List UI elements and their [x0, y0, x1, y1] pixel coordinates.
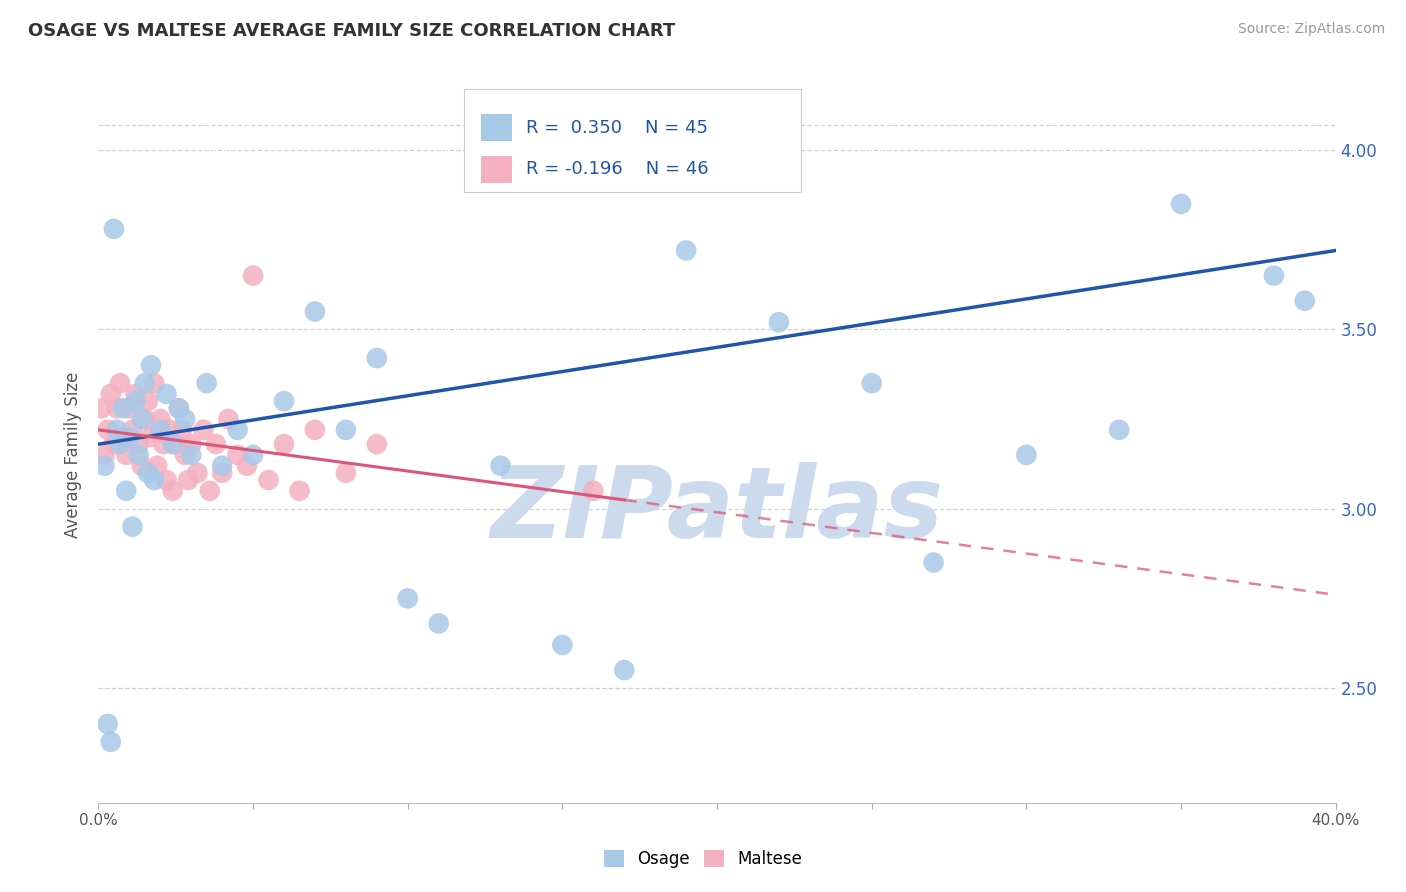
Point	[152, 437, 174, 451]
Point	[675, 244, 697, 258]
Point	[167, 401, 190, 416]
Text: OSAGE VS MALTESE AVERAGE FAMILY SIZE CORRELATION CHART: OSAGE VS MALTESE AVERAGE FAMILY SIZE COR…	[28, 22, 675, 40]
Point	[1015, 448, 1038, 462]
Point	[143, 473, 166, 487]
Point	[167, 401, 190, 416]
Point	[121, 519, 143, 533]
Text: Source: ZipAtlas.com: Source: ZipAtlas.com	[1237, 22, 1385, 37]
Point	[115, 483, 138, 498]
Point	[193, 423, 215, 437]
Point	[118, 430, 141, 444]
Point	[288, 483, 311, 498]
Point	[180, 448, 202, 462]
Point	[226, 423, 249, 437]
Point	[134, 412, 156, 426]
Point	[149, 423, 172, 437]
Point	[155, 473, 177, 487]
Point	[131, 458, 153, 473]
Point	[257, 473, 280, 487]
Point	[1170, 197, 1192, 211]
Point	[112, 430, 135, 444]
Point	[582, 483, 605, 498]
Point	[97, 717, 120, 731]
Point	[273, 394, 295, 409]
Point	[93, 458, 115, 473]
Point	[105, 423, 128, 437]
Point	[124, 394, 146, 409]
Point	[396, 591, 419, 606]
Point	[155, 387, 177, 401]
Point	[128, 437, 150, 451]
Point	[139, 430, 162, 444]
Point	[103, 437, 125, 451]
Point	[366, 437, 388, 451]
Point	[236, 458, 259, 473]
Point	[143, 376, 166, 391]
Point	[205, 437, 228, 451]
Point	[273, 437, 295, 451]
Point	[335, 466, 357, 480]
Point	[139, 358, 162, 372]
Point	[146, 458, 169, 473]
Point	[103, 222, 125, 236]
Point	[211, 466, 233, 480]
Point	[121, 423, 143, 437]
Point	[136, 394, 159, 409]
Point	[335, 423, 357, 437]
Point	[211, 458, 233, 473]
Point	[118, 401, 141, 416]
Point	[134, 376, 156, 391]
Point	[613, 663, 636, 677]
Point	[128, 448, 150, 462]
Point	[195, 376, 218, 391]
Point	[90, 401, 112, 416]
Point	[115, 448, 138, 462]
Point	[108, 376, 131, 391]
Point	[124, 387, 146, 401]
Point	[149, 412, 172, 426]
Point	[198, 483, 221, 498]
Point	[1263, 268, 1285, 283]
Point	[922, 556, 945, 570]
Point	[100, 735, 122, 749]
Point	[93, 448, 115, 462]
Point	[1294, 293, 1316, 308]
Point	[860, 376, 883, 391]
Point	[217, 412, 239, 426]
Y-axis label: Average Family Size: Average Family Size	[65, 372, 83, 538]
Text: R =  0.350    N = 45: R = 0.350 N = 45	[526, 119, 707, 136]
Point	[174, 412, 197, 426]
Point	[226, 448, 249, 462]
Text: R = -0.196    N = 46: R = -0.196 N = 46	[526, 161, 709, 178]
Point	[165, 437, 187, 451]
Point	[108, 437, 131, 451]
Point	[159, 423, 181, 437]
Point	[136, 466, 159, 480]
Point	[105, 401, 128, 416]
Point	[1108, 423, 1130, 437]
Point	[177, 473, 200, 487]
Point	[100, 387, 122, 401]
Point	[131, 412, 153, 426]
Point	[242, 448, 264, 462]
Legend: Osage, Maltese: Osage, Maltese	[598, 843, 808, 875]
Point	[162, 437, 184, 451]
Point	[162, 483, 184, 498]
Point	[427, 616, 450, 631]
Point	[489, 458, 512, 473]
Point	[186, 466, 208, 480]
Point	[170, 423, 193, 437]
Point	[174, 448, 197, 462]
Point	[768, 315, 790, 329]
Point	[242, 268, 264, 283]
Point	[551, 638, 574, 652]
Point	[112, 401, 135, 416]
Point	[304, 304, 326, 318]
Point	[180, 437, 202, 451]
Point	[97, 423, 120, 437]
Text: ZIPatlas: ZIPatlas	[491, 462, 943, 559]
Point	[304, 423, 326, 437]
Point	[366, 351, 388, 365]
